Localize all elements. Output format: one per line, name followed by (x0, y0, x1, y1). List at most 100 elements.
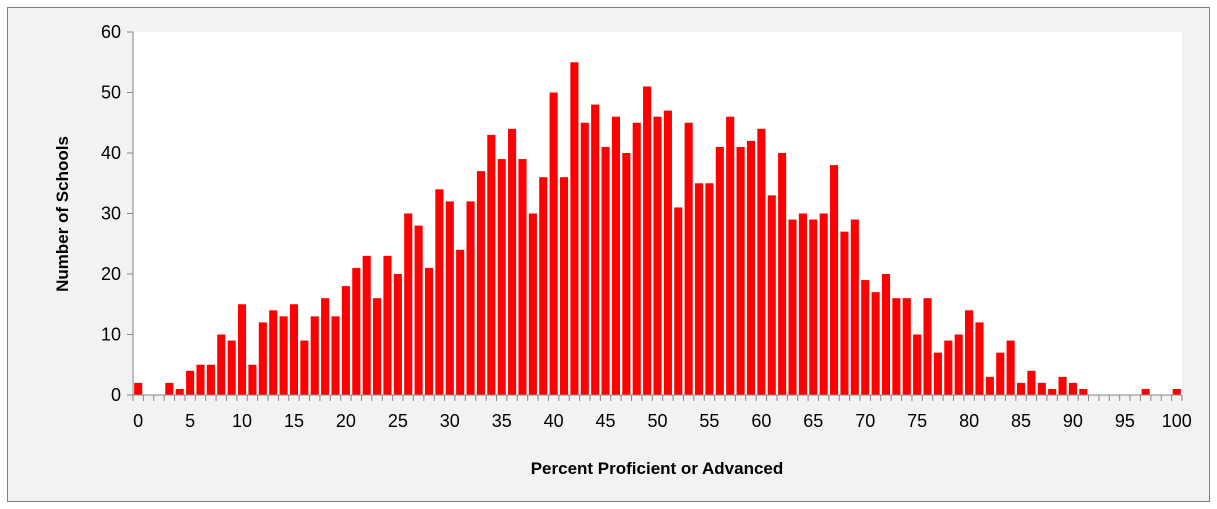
bar (975, 322, 984, 395)
bar (258, 322, 267, 395)
bar (196, 364, 205, 395)
bar (487, 134, 496, 395)
bar (902, 298, 911, 395)
chart-area: 0 10 20 30 40 50 60 0 5 10 15 20 25 30 35 40 45 50 55 60 65 7… (7, 7, 1210, 502)
x-tick-label: 15 (284, 411, 304, 431)
x-tick-label: 80 (959, 411, 979, 431)
bar (830, 165, 839, 395)
bar (985, 376, 994, 395)
x-axis-title: Percent Proficient or Advanced (531, 459, 784, 478)
y-tick-label: 20 (101, 264, 121, 284)
bar (1048, 388, 1057, 395)
bar-series (134, 62, 1181, 396)
y-tick-label: 60 (101, 22, 121, 42)
bar-chart: 0 10 20 30 40 50 60 0 5 10 15 20 25 30 35 40 45 50 55 60 65 7… (53, 22, 1192, 478)
bar (414, 225, 423, 395)
bar (881, 274, 891, 395)
bar (840, 231, 849, 395)
bar (965, 310, 974, 395)
bar (508, 128, 517, 396)
x-tick-label: 75 (907, 411, 927, 431)
bar (217, 334, 226, 395)
bar (653, 116, 662, 395)
bar (518, 159, 527, 395)
bar (757, 128, 766, 396)
bar (206, 364, 215, 395)
bar (549, 92, 558, 395)
bar (341, 286, 350, 395)
x-tick-label: 10 (232, 411, 252, 431)
bar (819, 213, 828, 395)
bar (310, 316, 319, 395)
bar (227, 340, 236, 395)
bar (933, 352, 942, 395)
bar (373, 298, 382, 395)
x-tick-label: 30 (440, 411, 460, 431)
bar (715, 146, 724, 395)
bar (1006, 340, 1015, 395)
bar (580, 122, 589, 395)
bar (476, 171, 485, 395)
bar (913, 334, 922, 395)
bar (362, 255, 371, 395)
bar (435, 189, 444, 395)
bar (643, 86, 652, 395)
bar (736, 146, 745, 395)
bar (497, 159, 506, 395)
bar (134, 382, 143, 395)
bar (663, 110, 672, 396)
bar (954, 334, 963, 395)
bar (238, 304, 247, 395)
bar (778, 153, 787, 395)
x-tick-label: 5 (185, 411, 195, 431)
bar (850, 219, 859, 395)
y-tick-label: 50 (101, 83, 121, 103)
bar (186, 370, 195, 395)
bar (424, 267, 434, 395)
bar (632, 122, 641, 395)
bar (798, 213, 807, 395)
x-tick-label: 35 (492, 411, 512, 431)
x-tick-label: 100 (1162, 411, 1192, 431)
bar (1016, 382, 1026, 395)
bar (1079, 388, 1088, 395)
bar (1172, 388, 1181, 395)
tick-labels: 0 10 20 30 40 50 60 0 5 10 15 20 25 30 35 40 45 50 55 60 65 7… (101, 22, 1192, 431)
bar (528, 213, 537, 395)
y-tick-label: 10 (101, 325, 121, 345)
x-tick-label: 85 (1011, 411, 1031, 431)
bar (923, 298, 932, 395)
bar (393, 274, 402, 395)
x-tick-label: 60 (751, 411, 771, 431)
bar (269, 310, 278, 395)
bar (726, 116, 735, 395)
bar (1068, 382, 1077, 395)
bar (383, 255, 392, 395)
y-axis-title: Number of Schools (53, 136, 72, 292)
bar (1141, 388, 1150, 395)
x-tick-label: 0 (133, 411, 143, 431)
bar (674, 207, 683, 395)
x-tick-label: 45 (596, 411, 616, 431)
bar (996, 352, 1005, 395)
bar (1027, 370, 1036, 395)
bar (694, 183, 704, 395)
bar (861, 280, 870, 395)
bar (622, 153, 631, 395)
bar (1058, 376, 1067, 395)
bar (570, 62, 579, 395)
bar (559, 177, 569, 395)
bar (591, 104, 600, 395)
bar (684, 122, 693, 395)
bar (175, 388, 184, 395)
y-tick-label: 40 (101, 143, 121, 163)
x-tick-label: 55 (699, 411, 719, 431)
bar (705, 183, 714, 395)
bar (404, 213, 413, 395)
bar (892, 298, 901, 395)
x-tick-label: 70 (855, 411, 875, 431)
bar (466, 201, 475, 395)
x-tick-label: 95 (1115, 411, 1135, 431)
bar (944, 340, 953, 395)
bar (1037, 382, 1046, 395)
